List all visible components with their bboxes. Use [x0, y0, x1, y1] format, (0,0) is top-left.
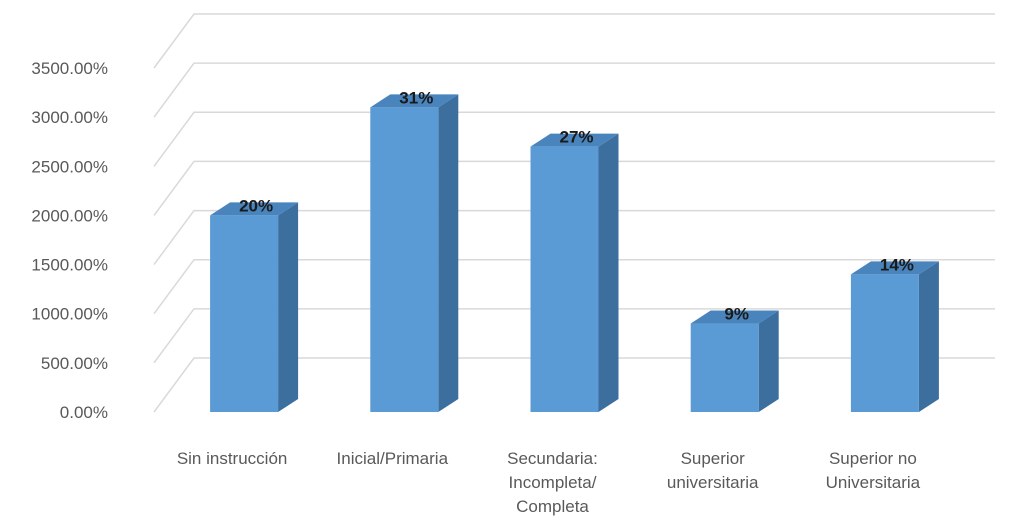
bar-top [850, 261, 939, 275]
y-tick-label: 3000.00% [31, 108, 108, 127]
bar-top [690, 310, 779, 324]
gridline [153, 258, 995, 315]
bar [530, 146, 599, 412]
y-tick-label: 3500.00% [31, 59, 108, 78]
x-tick-label: Secundaria: Incompleta/Completa [507, 449, 598, 516]
bar-side [918, 261, 939, 412]
bar-side [278, 202, 299, 412]
x-tick-label: Superior universitaria [667, 449, 759, 492]
x-tick-label: Inicial/Primaria [337, 449, 449, 468]
gridline [153, 160, 995, 216]
data-label: 20% [239, 196, 273, 215]
bar-top [530, 133, 619, 147]
bar [210, 215, 279, 412]
data-label: 14% [880, 255, 914, 274]
y-tick-label: 1000.00% [31, 305, 108, 324]
bar [370, 107, 439, 413]
bar [690, 323, 759, 412]
gridline [153, 13, 995, 69]
bar-side [758, 310, 779, 412]
bar-side [598, 133, 619, 412]
gridline [153, 308, 995, 364]
y-tick-label: 2500.00% [31, 157, 108, 176]
bar-top [370, 94, 459, 108]
data-label: 9% [724, 305, 749, 324]
y-tick-label: 2000.00% [31, 206, 108, 225]
y-tick-label: 500.00% [41, 354, 108, 373]
x-tick-label: Sin instrucción [177, 449, 288, 468]
gridline [153, 209, 995, 266]
bar-top [210, 202, 299, 216]
bar-side [438, 94, 459, 413]
gridline [153, 62, 995, 118]
bar [850, 274, 919, 412]
x-tick-label: Superior no Universitaria [826, 449, 921, 492]
data-label: 27% [559, 128, 593, 147]
y-tick-label: 0.00% [60, 403, 108, 422]
y-tick-label: 1500.00% [31, 256, 108, 275]
data-label: 31% [399, 88, 433, 107]
gridline [153, 111, 995, 167]
